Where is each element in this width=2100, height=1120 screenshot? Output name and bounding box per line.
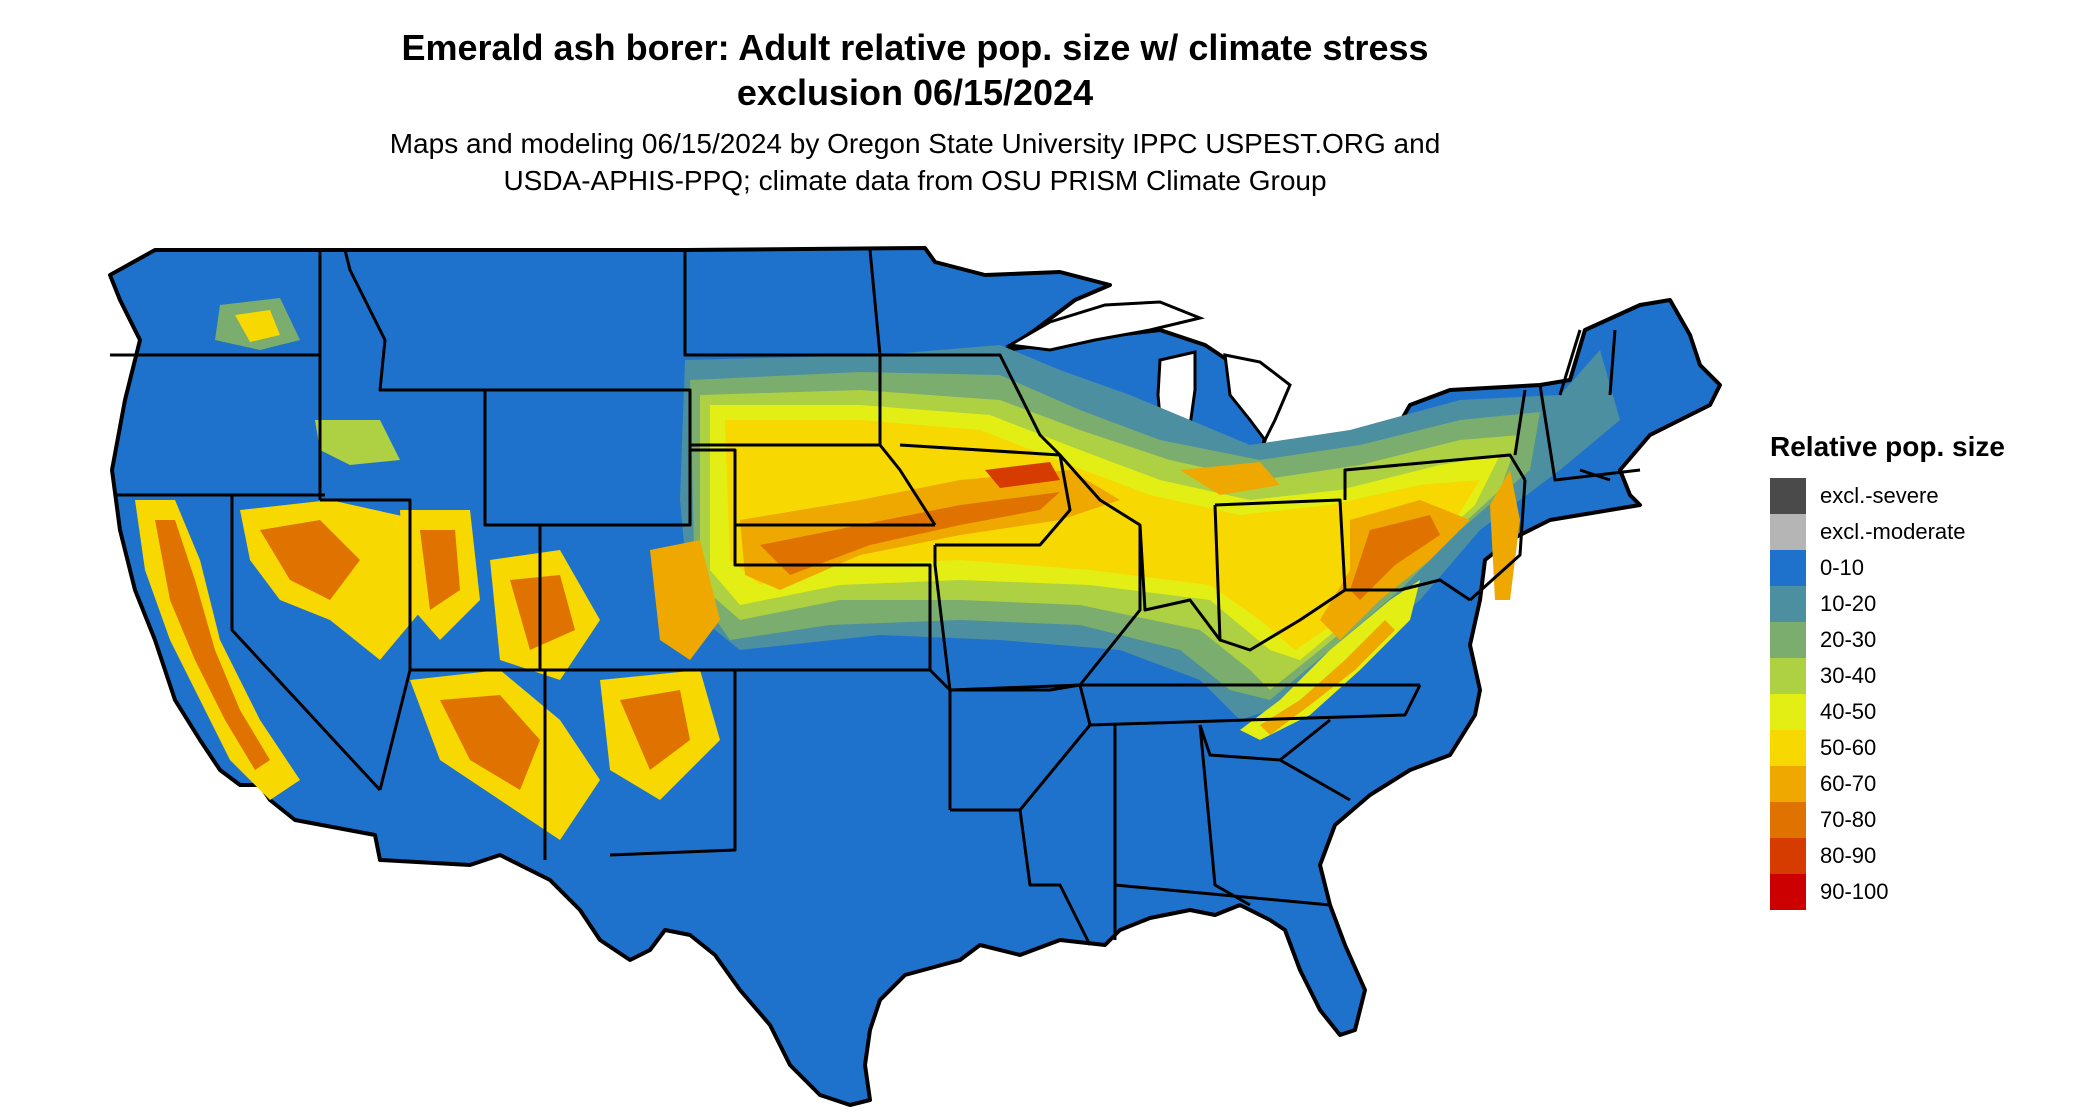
legend-label: 80-90 — [1820, 843, 1877, 868]
legend-title: Relative pop. size — [1770, 431, 2005, 462]
legend-swatch — [1770, 766, 1806, 802]
legend-label: 20-30 — [1820, 627, 1877, 652]
legend-swatch — [1770, 730, 1806, 766]
legend-label: 70-80 — [1820, 807, 1877, 832]
legend-label: 60-70 — [1820, 771, 1877, 796]
legend-swatch — [1770, 550, 1806, 586]
title-line-1: Emerald ash borer: Adult relative pop. s… — [401, 27, 1429, 68]
legend-item: 50-60 — [1770, 730, 2005, 766]
legend-item: 40-50 — [1770, 694, 2005, 730]
population-zones — [135, 298, 1620, 840]
map-title: Emerald ash borer: Adult relative pop. s… — [0, 25, 1830, 115]
legend-swatch — [1770, 694, 1806, 730]
state-borders — [110, 249, 1641, 946]
lake-huron — [1223, 353, 1292, 443]
legend-label: excl.-moderate — [1820, 519, 1966, 544]
title-line-2: exclusion 06/15/2024 — [736, 72, 1094, 113]
legend-item: excl.-moderate — [1770, 514, 2005, 550]
legend-item: 60-70 — [1770, 766, 2005, 802]
legend: Relative pop. size excl.-severe excl.-mod… — [1770, 430, 2005, 910]
legend-item: 0-10 — [1770, 550, 2005, 586]
legend-label: 30-40 — [1820, 663, 1877, 688]
legend-label: 10-20 — [1820, 591, 1877, 616]
legend-label: 0-10 — [1820, 555, 1865, 580]
legend-item: 70-80 — [1770, 802, 2005, 838]
legend-label: 90-100 — [1820, 879, 1889, 904]
legend-label: excl.-severe — [1820, 483, 1939, 508]
legend-swatch — [1770, 658, 1806, 694]
subtitle-line-1: Maps and modeling 06/15/2024 by Oregon S… — [389, 128, 1441, 159]
legend-item: 20-30 — [1770, 622, 2005, 658]
legend-label: 40-50 — [1820, 699, 1877, 724]
legend-items: excl.-severe excl.-moderate 0-10 10-20 20-30… — [1770, 478, 2005, 910]
legend-label: 50-60 — [1820, 735, 1877, 760]
legend-swatch — [1770, 514, 1806, 550]
legend-swatch — [1770, 478, 1806, 514]
us-map — [108, 246, 1722, 1107]
legend-swatch — [1770, 622, 1806, 658]
subtitle-line-2: USDA-APHIS-PPQ; climate data from OSU PR… — [503, 165, 1327, 196]
legend-item: 80-90 — [1770, 838, 2005, 874]
legend-item: excl.-severe — [1770, 478, 2005, 514]
map-subtitle: Maps and modeling 06/15/2024 by Oregon S… — [0, 125, 1830, 199]
legend-item: 10-20 — [1770, 586, 2005, 622]
legend-item: 30-40 — [1770, 658, 2005, 694]
legend-swatch — [1770, 802, 1806, 838]
legend-swatch — [1770, 838, 1806, 874]
lake-superior — [1005, 300, 1205, 352]
legend-swatch — [1770, 874, 1806, 910]
legend-item: 90-100 — [1770, 874, 2005, 910]
legend-swatch — [1770, 586, 1806, 622]
